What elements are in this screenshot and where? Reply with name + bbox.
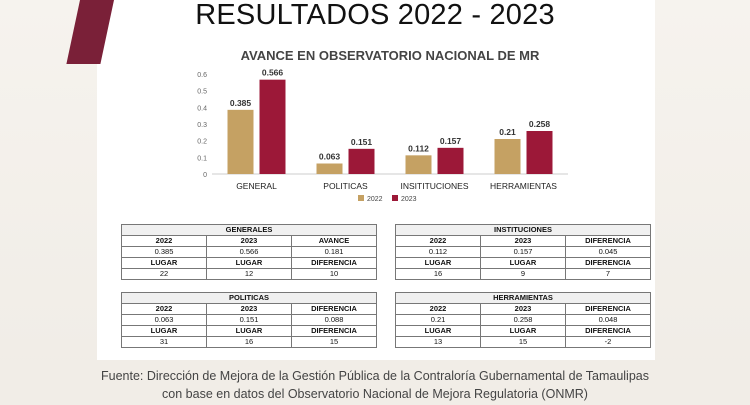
data-label: 0.112 <box>408 143 429 153</box>
table-politicas-header: 2023 <box>206 303 292 315</box>
table-herramientas-header: DIFERENCIA <box>565 325 651 337</box>
table-generales-title: GENERALES <box>121 224 377 236</box>
data-label: 0.151 <box>351 137 373 147</box>
table-generales-cell: 0.385 <box>121 246 207 258</box>
table-herramientas-cell: 0.21 <box>395 314 481 326</box>
table-instituciones-header: LUGAR <box>480 257 566 269</box>
bar-2022-herramientas <box>494 139 521 174</box>
bar-2022-politicas <box>316 163 343 174</box>
table-instituciones-title: INSTITUCIONES <box>395 224 651 236</box>
bar-chart: 0 0.1 0.2 0.3 0.4 0.5 0.6 0.385 0.566 GENERAL 0.06… <box>197 68 568 203</box>
chart-title: AVANCE EN OBSERVATORIO NACIONAL DE MR <box>240 48 540 63</box>
data-label: 0.385 <box>230 98 252 108</box>
table-herramientas: HERRAMIENTAS 2022 2023 DIFERENCIA 0.21 0… <box>395 292 651 348</box>
bar-2022-insitituciones <box>405 155 432 174</box>
bar-2023-politicas <box>348 148 375 174</box>
y-tick-label: 0.1 <box>197 155 207 162</box>
table-herramientas-header: 2022 <box>395 303 481 315</box>
x-tick-label: GENERAL <box>236 181 277 191</box>
y-tick-label: 0.6 <box>197 72 207 79</box>
table-politicas-title: POLITICAS <box>121 292 377 304</box>
table-instituciones: INSTITUCIONES 2022 2023 DIFERENCIA 0.112… <box>395 224 651 280</box>
legend-label-2022: 2022 <box>367 196 383 203</box>
table-politicas-cell: 15 <box>291 336 377 348</box>
source-footer-line-1: Fuente: Dirección de Mejora de la Gestió… <box>101 369 649 383</box>
y-tick-label: 0 <box>203 172 207 179</box>
x-tick-label: INSITITUCIONES <box>400 181 468 191</box>
y-tick-label: 0.4 <box>197 105 207 112</box>
data-label: 0.566 <box>262 68 284 78</box>
table-generales-cell: 22 <box>121 268 207 280</box>
table-generales-cell: 12 <box>206 268 292 280</box>
x-tick-label: HERRAMIENTAS <box>490 181 557 191</box>
data-label: 0.157 <box>440 136 462 146</box>
data-label: 0.21 <box>499 127 516 137</box>
y-tick-label: 0.5 <box>197 89 207 96</box>
table-instituciones-header: 2022 <box>395 235 481 247</box>
table-generales-header: AVANCE <box>291 235 377 247</box>
table-instituciones-header: DIFERENCIA <box>565 257 651 269</box>
table-herramientas-cell: 13 <box>395 336 481 348</box>
table-generales-cell: 0.181 <box>291 246 377 258</box>
table-herramientas-cell: 15 <box>480 336 566 348</box>
table-politicas-cell: 31 <box>121 336 207 348</box>
table-herramientas-cell: 0.048 <box>565 314 651 326</box>
table-instituciones-cell: 16 <box>395 268 481 280</box>
bar-2023-insitituciones <box>437 147 464 174</box>
bottom-frame-background <box>0 360 750 405</box>
table-herramientas-header: LUGAR <box>480 325 566 337</box>
right-frame-background <box>655 0 750 405</box>
table-generales-header: LUGAR <box>206 257 292 269</box>
table-herramientas-cell: -2 <box>565 336 651 348</box>
table-instituciones-cell: 9 <box>480 268 566 280</box>
table-politicas-header: DIFERENCIA <box>291 303 377 315</box>
source-footer-line-2: con base en datos del Observatorio Nacio… <box>162 387 588 401</box>
table-instituciones-header: LUGAR <box>395 257 481 269</box>
table-instituciones-header: DIFERENCIA <box>565 235 651 247</box>
table-politicas-header: DIFERENCIA <box>291 325 377 337</box>
y-tick-label: 0.3 <box>197 122 207 129</box>
table-herramientas-header: DIFERENCIA <box>565 303 651 315</box>
table-generales-cell: 0.566 <box>206 246 292 258</box>
data-label: 0.063 <box>319 152 341 162</box>
table-politicas-cell: 16 <box>206 336 292 348</box>
table-generales-header: LUGAR <box>121 257 207 269</box>
y-tick-label: 0.2 <box>197 139 207 146</box>
legend-swatch-2022 <box>358 195 364 201</box>
table-instituciones-cell: 0.112 <box>395 246 481 258</box>
table-herramientas-header: 2023 <box>480 303 566 315</box>
legend-label-2023: 2023 <box>401 196 417 203</box>
x-tick-label: POLITICAS <box>323 181 368 191</box>
table-politicas-header: 2022 <box>121 303 207 315</box>
table-instituciones-cell: 0.045 <box>565 246 651 258</box>
table-herramientas-title: HERRAMIENTAS <box>395 292 651 304</box>
table-generales-cell: 10 <box>291 268 377 280</box>
left-frame-background <box>0 0 97 405</box>
table-politicas-header: LUGAR <box>206 325 292 337</box>
table-generales: GENERALES 2022 2023 AVANCE 0.385 0.566 0… <box>121 224 377 280</box>
table-generales-header: 2023 <box>206 235 292 247</box>
data-label: 0.258 <box>529 119 551 129</box>
page-title: RESULTADOS 2022 - 2023 <box>195 0 555 31</box>
table-herramientas-header: LUGAR <box>395 325 481 337</box>
table-generales-header: DIFERENCIA <box>291 257 377 269</box>
bar-2023-general <box>259 79 286 174</box>
table-politicas-cell: 0.063 <box>121 314 207 326</box>
bar-2022-general <box>227 109 254 174</box>
table-instituciones-cell: 0.157 <box>480 246 566 258</box>
table-instituciones-header: 2023 <box>480 235 566 247</box>
legend-swatch-2023 <box>392 195 398 201</box>
bar-2023-herramientas <box>526 131 553 174</box>
table-generales-header: 2022 <box>121 235 207 247</box>
table-herramientas-cell: 0.258 <box>480 314 566 326</box>
table-politicas: POLITICAS 2022 2023 DIFERENCIA 0.063 0.1… <box>121 292 377 348</box>
table-politicas-cell: 0.088 <box>291 314 377 326</box>
table-politicas-header: LUGAR <box>121 325 207 337</box>
table-instituciones-cell: 7 <box>565 268 651 280</box>
table-politicas-cell: 0.151 <box>206 314 292 326</box>
